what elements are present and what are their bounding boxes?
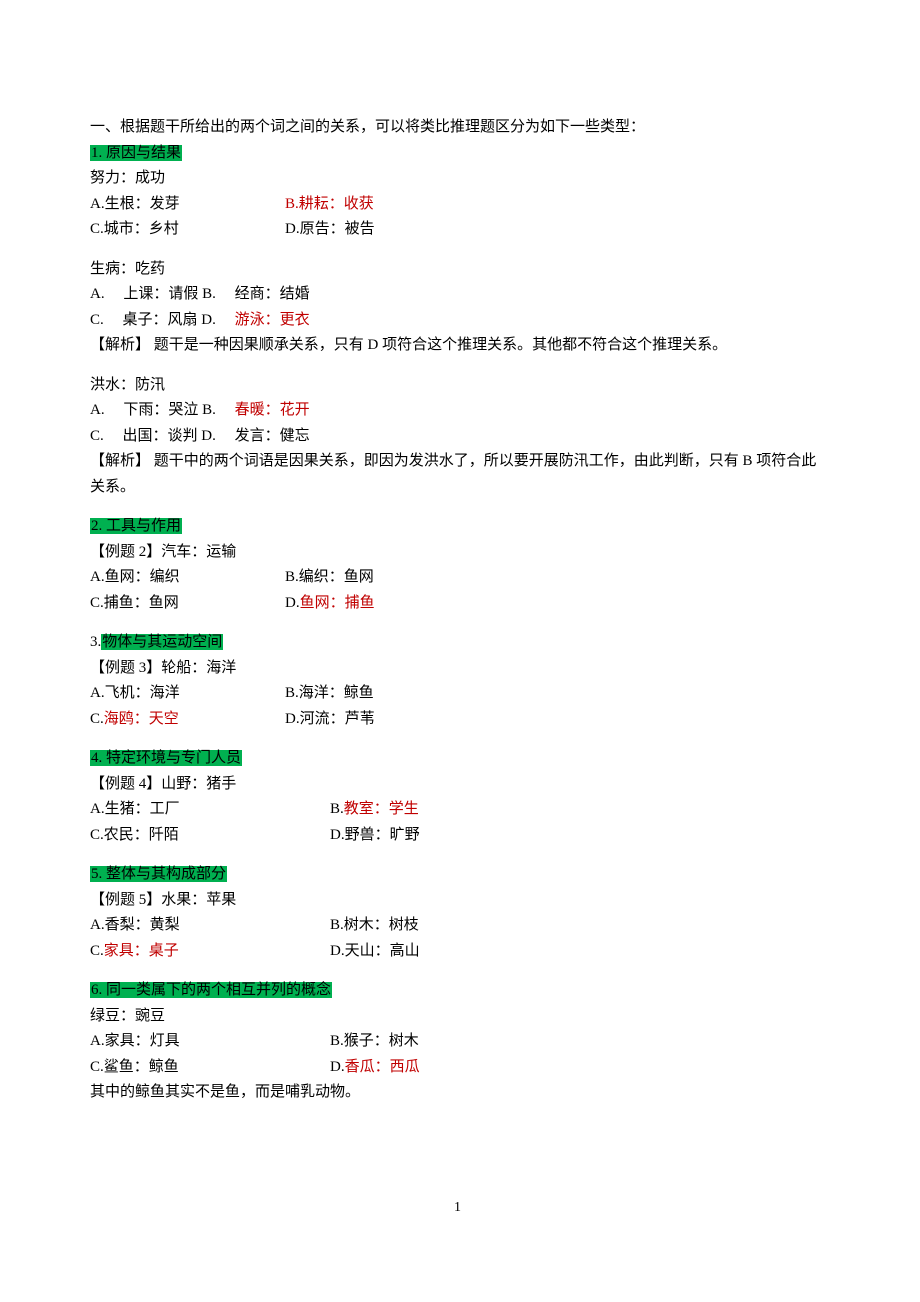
s2-q1-optB: B.编织：鱼网 (285, 565, 374, 591)
s1-q2-analysis: 【解析】 题干是一种因果顺承关系，只有 D 项符合这个推理关系。其他都不符合这个… (90, 333, 825, 359)
s1-q3-prompt: 洪水：防汛 (90, 373, 825, 399)
section-2: 2. 工具与作用 【例题 2】汽车：运输 A.鱼网：编织 B.编织：鱼网 C.捕… (90, 514, 825, 616)
section-4-heading: 4. 特定环境与专门人员 (90, 750, 242, 766)
s1-q2-row1: A. 上课：请假 B. 经商：结婚 (90, 282, 825, 308)
s6-q1-note: 其中的鲸鱼其实不是鱼，而是哺乳动物。 (90, 1080, 825, 1106)
s6-q1-optD: D.香瓜：西瓜 (330, 1055, 420, 1081)
intro-text: 一、根据题干所给出的两个词之间的关系，可以将类比推理题区分为如下一些类型： (90, 115, 825, 141)
s3-heading-prefix: 3. (90, 634, 101, 650)
s1-q1-optA: A.生根：发芽 (90, 192, 285, 218)
section-6: 6. 同一类属下的两个相互并列的概念 绿豆：豌豆 A.家具：灯具 B.猴子：树木… (90, 978, 825, 1106)
s1-q3-row1: A. 下雨：哭泣 B. 春暖：花开 (90, 398, 825, 424)
section-5: 5. 整体与其构成部分 【例题 5】水果：苹果 A.香梨：黄梨 B.树木：树枝 … (90, 862, 825, 964)
s4-q1-prompt: 【例题 4】山野：猪手 (90, 772, 825, 798)
s4-q1-optC: C.农民：阡陌 (90, 823, 330, 849)
s1-q2-row2: C. 桌子：风扇 D. 游泳：更衣 (90, 308, 825, 334)
section-6-heading: 6. 同一类属下的两个相互并列的概念 (90, 982, 332, 998)
s1-q3: 洪水：防汛 A. 下雨：哭泣 B. 春暖：花开 C. 出国：谈判 D. 发言：健… (90, 373, 825, 501)
section-3-heading: 物体与其运动空间 (101, 634, 223, 650)
s1-q2-optC-prefix: C. 桌子：风扇 D. (90, 312, 235, 328)
s1-q3-optB-answer: 春暖：花开 (235, 402, 310, 418)
s6-q1-optC: C.鲨鱼：鲸鱼 (90, 1055, 330, 1081)
s1-q2-optD-answer: 游泳：更衣 (235, 312, 310, 328)
section-1: 1. 原因与结果 努力：成功 A.生根：发芽 B.耕耘：收获 C.城市：乡村 D… (90, 141, 825, 243)
s5-q1-optD: D.天山：高山 (330, 939, 420, 965)
section-5-heading: 5. 整体与其构成部分 (90, 866, 227, 882)
s5-q1-optB: B.树木：树枝 (330, 913, 419, 939)
s4-q1-optB: B.教室：学生 (330, 797, 419, 823)
s3-q1-optC: C.海鸥：天空 (90, 707, 285, 733)
s4-q1-optD: D.野兽：旷野 (330, 823, 420, 849)
section-4: 4. 特定环境与专门人员 【例题 4】山野：猪手 A.生猪：工厂 B.教室：学生… (90, 746, 825, 848)
s3-q1-optA: A.飞机：海洋 (90, 681, 285, 707)
page-number: 1 (90, 1196, 825, 1220)
s6-q1-optA: A.家具：灯具 (90, 1029, 330, 1055)
s3-q1-optB: B.海洋：鲸鱼 (285, 681, 374, 707)
s1-q1-prompt: 努力：成功 (90, 166, 825, 192)
s1-q1-optD: D.原告：被告 (285, 217, 375, 243)
s2-q1-prompt: 【例题 2】汽车：运输 (90, 540, 825, 566)
s1-q3-analysis: 【解析】 题干中的两个词语是因果关系，即因为发洪水了，所以要开展防汛工作，由此判… (90, 449, 825, 500)
s3-q1-prompt: 【例题 3】轮船：海洋 (90, 656, 825, 682)
section-2-heading: 2. 工具与作用 (90, 518, 182, 534)
s2-q1-optA: A.鱼网：编织 (90, 565, 285, 591)
s5-q1-prompt: 【例题 5】水果：苹果 (90, 888, 825, 914)
s3-q1-optD: D.河流：芦苇 (285, 707, 375, 733)
s1-q3-optA-prefix: A. 下雨：哭泣 B. (90, 402, 235, 418)
s1-q1-optC: C.城市：乡村 (90, 217, 285, 243)
section-3: 3.物体与其运动空间 【例题 3】轮船：海洋 A.飞机：海洋 B.海洋：鲸鱼 C… (90, 630, 825, 732)
s6-q1-prompt: 绿豆：豌豆 (90, 1004, 825, 1030)
s5-q1-optC: C.家具：桌子 (90, 939, 330, 965)
s4-q1-optA: A.生猪：工厂 (90, 797, 330, 823)
s1-q3-row2: C. 出国：谈判 D. 发言：健忘 (90, 424, 825, 450)
section-1-heading: 1. 原因与结果 (90, 145, 182, 161)
s6-q1-optB: B.猴子：树木 (330, 1029, 419, 1055)
s1-q1-optB: B.耕耘：收获 (285, 192, 374, 218)
s2-q1-optC: C.捕鱼：鱼网 (90, 591, 285, 617)
s1-q2-prompt: 生病：吃药 (90, 257, 825, 283)
s2-q1-optD: D.鱼网：捕鱼 (285, 591, 375, 617)
s5-q1-optA: A.香梨：黄梨 (90, 913, 330, 939)
s1-q2: 生病：吃药 A. 上课：请假 B. 经商：结婚 C. 桌子：风扇 D. 游泳：更… (90, 257, 825, 359)
